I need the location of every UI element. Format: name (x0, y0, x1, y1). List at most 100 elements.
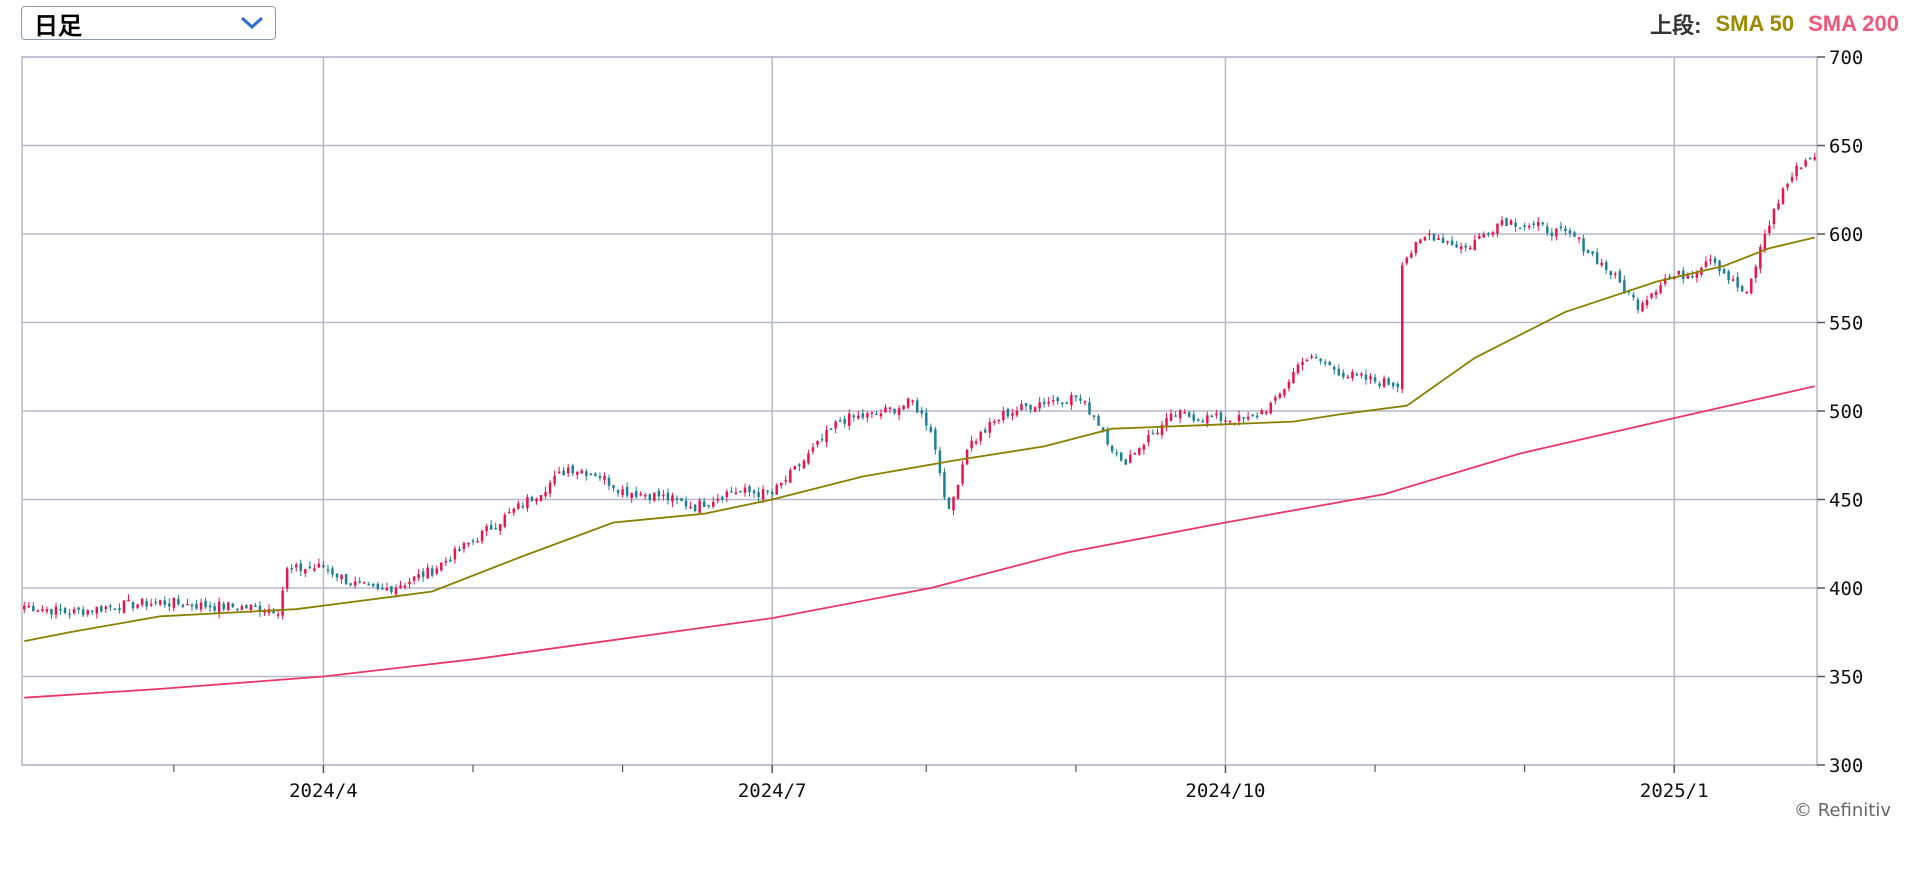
candle-body (1373, 377, 1377, 382)
legend-sma50: SMA 50 (1715, 11, 1795, 36)
candle-body (1260, 410, 1263, 415)
candle-body (449, 559, 452, 562)
candle-body (1736, 277, 1739, 288)
candle-body (385, 588, 389, 591)
candle-body (1133, 453, 1137, 455)
candle-body (1002, 411, 1005, 421)
candle-body (1400, 265, 1404, 390)
candle-body (1115, 452, 1118, 455)
candle-body (1718, 260, 1721, 271)
candle-body (113, 608, 117, 611)
candle-body (231, 603, 235, 608)
candle-body (1061, 402, 1064, 405)
candle-body (1804, 160, 1807, 167)
candle-body (906, 398, 910, 408)
candle-body (875, 413, 878, 416)
candle-body (1609, 271, 1613, 276)
candle-body (707, 504, 710, 507)
candle-body (1142, 444, 1146, 450)
candle-body (952, 496, 955, 511)
candle-body (566, 467, 570, 474)
candle-body (630, 493, 633, 499)
candle-body (857, 415, 860, 419)
candle-body (671, 495, 674, 502)
candle-body (1731, 279, 1735, 281)
candle-body (598, 475, 602, 479)
candle-body (1482, 234, 1486, 238)
candle-body (471, 540, 475, 543)
candle-body (376, 583, 380, 589)
candle-body (204, 600, 207, 608)
candle-body (1595, 252, 1599, 265)
candle-body (807, 453, 810, 464)
candle-body (657, 490, 661, 497)
candle-body (884, 407, 887, 413)
candle-body (1573, 232, 1576, 237)
candle-body (1604, 261, 1608, 270)
candle-body (648, 494, 652, 500)
candle-body (1201, 420, 1205, 423)
period-select[interactable]: 日足 (21, 6, 276, 40)
candle-body (435, 568, 439, 574)
candle-body (1083, 401, 1087, 403)
candle-body (91, 610, 94, 613)
candle-body (1274, 397, 1277, 401)
candle-body (843, 419, 846, 424)
candle-body (1677, 270, 1680, 275)
candle-body (716, 498, 720, 501)
candle-body (1237, 414, 1241, 422)
candle-body (159, 600, 162, 605)
candle-body (1727, 271, 1730, 281)
candle-body (893, 408, 896, 414)
candle-body (1187, 412, 1191, 417)
candle-body (122, 600, 126, 613)
candle-body (761, 489, 765, 500)
candle-body (902, 405, 905, 410)
candle-body (1328, 361, 1331, 365)
candle-body (1301, 361, 1304, 366)
candle-body (888, 407, 892, 410)
candle-body (1455, 244, 1458, 248)
candle-body (503, 515, 506, 527)
candle-body (1092, 415, 1096, 417)
candle-body (100, 606, 103, 612)
candle-body (308, 566, 312, 569)
candle-body (1305, 359, 1309, 362)
legend-sma200: SMA 200 (1808, 11, 1899, 36)
candle-body (1015, 410, 1019, 416)
candle-body (254, 605, 257, 608)
candle-body (1287, 381, 1291, 389)
candle-body (1686, 275, 1690, 279)
candle-body (1110, 445, 1114, 452)
candle-body (195, 603, 198, 609)
y-tick-label: 600 (1829, 224, 1863, 246)
candle-body (943, 472, 946, 498)
candle-body (1428, 233, 1431, 236)
candle-body (326, 569, 330, 571)
candle-body (508, 511, 511, 514)
candle-body (163, 600, 167, 605)
period-select-value: 日足 (34, 11, 82, 40)
candle-body (304, 569, 307, 574)
candle-body (81, 609, 85, 616)
candle-body (766, 490, 769, 493)
candle-body (897, 408, 901, 415)
candle-body (1183, 412, 1186, 414)
chart-legend: 上段: SMA 50 SMA 200 (1650, 8, 1899, 40)
candle-body (625, 486, 629, 496)
candle-body (1283, 389, 1286, 396)
candle-body (1319, 358, 1322, 362)
candle-body (553, 475, 556, 484)
candle-body (213, 606, 216, 611)
candle-body (594, 473, 597, 476)
candle-body (1468, 247, 1472, 250)
candle-body (1641, 303, 1644, 312)
candle-body (530, 496, 534, 501)
candle-body (1006, 408, 1010, 417)
candle-body (1423, 237, 1427, 241)
candle-body (313, 568, 316, 571)
candle-body (621, 489, 624, 496)
candle-body (1369, 376, 1372, 380)
candle-body (730, 491, 733, 493)
candle-body (1763, 234, 1767, 250)
